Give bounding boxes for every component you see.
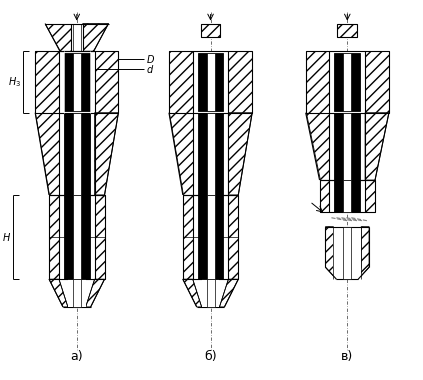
Polygon shape [183,195,193,279]
Polygon shape [338,24,357,37]
Bar [73,195,81,279]
Polygon shape [169,51,193,113]
Bar [198,53,223,111]
Polygon shape [183,279,202,307]
Polygon shape [95,51,118,113]
Text: б): б) [204,350,217,363]
Bar [206,279,214,307]
Polygon shape [83,24,109,51]
Text: $H$: $H$ [2,231,11,243]
Polygon shape [319,180,330,212]
Bar [343,113,351,180]
Polygon shape [365,51,389,113]
Polygon shape [95,195,104,279]
Polygon shape [45,24,71,51]
Bar [343,180,351,212]
Text: $H_3$: $H_3$ [8,75,21,89]
Bar [198,113,223,195]
Bar [64,195,90,279]
Polygon shape [228,113,252,195]
Bar [206,53,214,111]
Polygon shape [220,279,238,307]
Bar [333,226,361,279]
Polygon shape [365,113,389,180]
Bar [198,195,223,279]
Bar [64,113,90,195]
Bar [73,113,81,195]
Bar [206,195,214,279]
Bar [335,53,360,111]
Bar [335,180,360,212]
Text: а): а) [71,350,83,363]
Polygon shape [306,51,330,113]
Polygon shape [35,51,59,113]
Polygon shape [228,195,238,279]
Bar [68,279,86,307]
Polygon shape [49,279,68,307]
Bar [71,24,83,51]
Polygon shape [95,113,118,195]
Bar [73,279,81,307]
Polygon shape [325,226,336,279]
Polygon shape [169,113,193,195]
Polygon shape [306,113,330,180]
Text: в): в) [341,350,354,363]
Bar [73,53,81,111]
Text: $D$: $D$ [146,53,155,65]
Polygon shape [358,226,369,279]
Polygon shape [201,24,220,37]
Bar [206,113,214,195]
Polygon shape [86,279,104,307]
Bar [64,53,90,111]
Text: $d$: $d$ [146,63,154,75]
Bar [335,113,360,180]
Bar [343,53,351,111]
Bar [202,279,220,307]
Bar [343,226,351,279]
Polygon shape [35,113,59,195]
Polygon shape [365,180,375,212]
Polygon shape [228,51,252,113]
Polygon shape [49,195,59,279]
